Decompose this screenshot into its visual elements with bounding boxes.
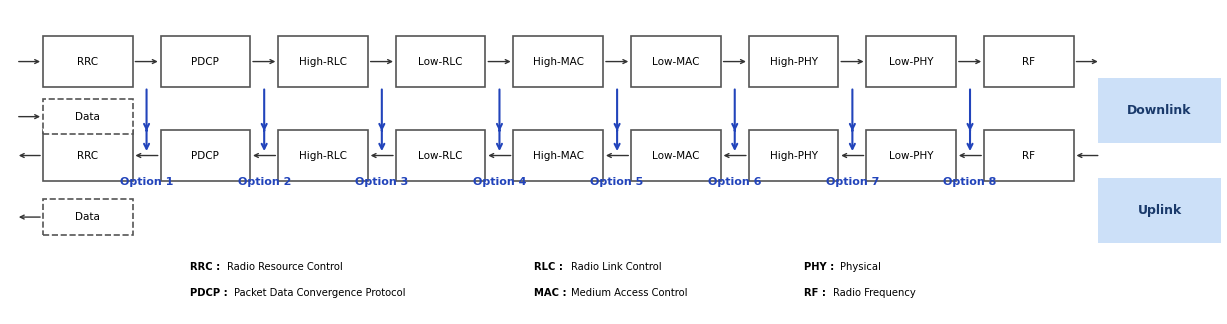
Text: MAC :: MAC : [534, 288, 567, 298]
Text: Low-RLC: Low-RLC [418, 151, 463, 160]
Bar [513, 130, 604, 181]
Text: Packet Data Convergence Protocol: Packet Data Convergence Protocol [234, 288, 406, 298]
Text: Radio Resource Control: Radio Resource Control [227, 262, 342, 272]
Bar [631, 37, 720, 87]
Text: PHY :: PHY : [804, 262, 834, 272]
Text: High-PHY: High-PHY [769, 57, 817, 66]
Bar [984, 130, 1074, 181]
Text: Uplink: Uplink [1137, 204, 1182, 217]
Text: High-MAC: High-MAC [533, 57, 584, 66]
Bar [161, 130, 250, 181]
Text: Data: Data [75, 212, 101, 222]
Text: Option 3: Option 3 [355, 177, 409, 187]
Text: Option 2: Option 2 [238, 177, 291, 187]
Text: High-PHY: High-PHY [769, 151, 817, 160]
Bar [748, 130, 838, 181]
Text: Radio Frequency: Radio Frequency [833, 288, 915, 298]
Text: RF: RF [1022, 151, 1036, 160]
Text: Data: Data [75, 112, 101, 122]
Text: Low-MAC: Low-MAC [653, 57, 699, 66]
Bar [631, 130, 720, 181]
Bar [396, 130, 486, 181]
Bar [513, 37, 604, 87]
Bar [279, 130, 368, 181]
Text: Radio Link Control: Radio Link Control [571, 262, 661, 272]
Bar [748, 37, 838, 87]
Text: High-MAC: High-MAC [533, 151, 584, 160]
Bar [396, 37, 486, 87]
Bar [1098, 178, 1221, 243]
Text: RF: RF [1022, 57, 1036, 66]
Bar [161, 37, 250, 87]
Bar [43, 199, 133, 235]
Bar [866, 37, 956, 87]
Text: Low-MAC: Low-MAC [653, 151, 699, 160]
Text: PDCP: PDCP [191, 151, 220, 160]
Text: RLC :: RLC : [534, 262, 563, 272]
Text: RRC: RRC [77, 151, 98, 160]
Text: Low-RLC: Low-RLC [418, 57, 463, 66]
Text: Option 7: Option 7 [826, 177, 879, 187]
Bar [43, 130, 133, 181]
Bar [279, 37, 368, 87]
Text: Option 8: Option 8 [944, 177, 996, 187]
Text: Medium Access Control: Medium Access Control [571, 288, 687, 298]
Bar [866, 130, 956, 181]
Text: RRC :: RRC : [190, 262, 221, 272]
Text: High-RLC: High-RLC [299, 151, 347, 160]
Text: High-RLC: High-RLC [299, 57, 347, 66]
Text: Physical: Physical [840, 262, 881, 272]
Text: Downlink: Downlink [1128, 104, 1191, 117]
Text: Low-PHY: Low-PHY [888, 151, 934, 160]
Text: Option 6: Option 6 [708, 177, 762, 187]
Bar [43, 37, 133, 87]
Bar [984, 37, 1074, 87]
Text: RF :: RF : [804, 288, 826, 298]
Text: PDCP: PDCP [191, 57, 220, 66]
Bar [43, 99, 133, 134]
Text: Option 4: Option 4 [472, 177, 526, 187]
Text: RRC: RRC [77, 57, 98, 66]
Text: Option 1: Option 1 [120, 177, 173, 187]
Bar [1098, 78, 1221, 143]
Text: Option 5: Option 5 [590, 177, 644, 187]
Text: Low-PHY: Low-PHY [888, 57, 934, 66]
Text: PDCP :: PDCP : [190, 288, 228, 298]
